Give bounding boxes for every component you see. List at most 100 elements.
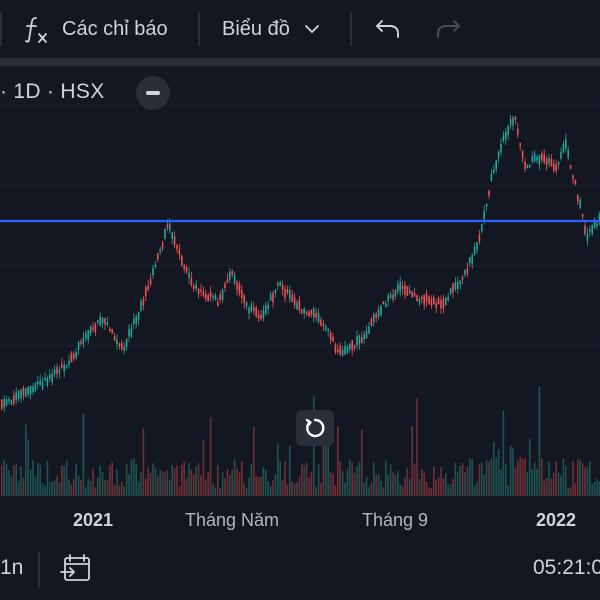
volume-bar [89,481,92,496]
candle [557,161,560,170]
volume-bar [339,461,341,496]
volume-bar [433,466,435,496]
volume-bar [29,469,32,496]
volume-bar [77,475,80,496]
volume-bar [217,465,219,496]
time-axis[interactable]: 2021 Tháng Năm Tháng 9 2022 [0,500,600,538]
volume-bar [152,463,154,496]
volume-bar [233,459,236,496]
volume-bar [25,424,27,496]
candle [569,164,572,170]
candle [207,292,209,302]
candle [229,268,231,284]
volume-bar [413,463,416,496]
volume-bar [445,473,447,496]
candle [87,329,89,345]
volume-bar [373,462,375,496]
candle [101,316,104,329]
candle [245,301,248,310]
range-1y-button[interactable]: 1n [0,556,24,579]
candle [58,365,61,379]
volume-bar [272,480,274,496]
candle [123,342,125,355]
volume-bar [399,484,401,496]
volume-bar [243,483,245,496]
volume-bar [265,469,267,496]
volume-bar [440,467,442,496]
calendar-goto-icon [60,554,90,581]
chart-pane[interactable] [0,66,600,500]
candle [298,295,301,314]
candle [149,273,152,287]
candle [202,286,205,298]
price-chart[interactable] [0,66,600,500]
candle [401,281,404,295]
candle [257,309,260,322]
candle [231,269,233,278]
volume-bar [82,413,85,496]
volume-bar [173,467,176,496]
volume-bar [161,471,164,496]
candle [226,273,229,284]
candle [140,298,142,313]
candle [452,282,454,298]
volume-bar [296,481,298,496]
legend-collapse-button[interactable] [136,76,170,110]
volume-bar [457,471,459,496]
reset-chart-button[interactable] [296,410,334,446]
volume-bar [130,459,133,496]
volume-bar [509,446,512,496]
volume-bar [368,486,370,496]
candle [423,294,425,310]
volume-bar [75,463,77,496]
candle [109,326,111,333]
volume-bar [356,465,358,496]
candle [281,280,284,296]
candle [509,115,512,130]
volume-bar [85,487,87,496]
volume-bar [353,472,356,496]
volume-bar [53,480,56,496]
candle [267,300,269,315]
volume-bar [485,459,488,496]
bottom-bar: 1n 05:21:0 [0,540,600,600]
minus-icon [146,91,160,95]
candle [579,196,581,209]
undo-button[interactable] [374,0,402,58]
goto-date-button[interactable] [60,554,92,589]
candle [430,295,433,309]
candle [80,338,82,347]
chart-type-button[interactable]: Biểu đồ [222,0,320,58]
redo-button[interactable] [434,0,462,58]
candle [212,293,214,302]
volume-bar [481,462,483,496]
candle [190,271,193,288]
candle [329,330,332,345]
volume-bar [524,458,526,496]
indicators-button[interactable]: Các chỉ báo [24,0,168,58]
candle [322,320,325,331]
candle [241,284,243,304]
volume-bar [473,485,476,496]
volume-bar [169,479,171,496]
volume-bar [205,479,207,496]
volume-bar [80,479,82,496]
volume-bar [308,477,310,496]
volume-bar [469,458,471,496]
candle [118,342,121,350]
volume-bar [483,474,485,496]
volume-bar [27,439,29,496]
candle [353,344,356,352]
volume-bar [279,461,281,496]
volume-bar [404,477,406,496]
candle [157,252,159,263]
candle [550,154,553,167]
volume-bar [20,466,22,496]
candle [466,262,469,277]
candle [128,324,130,343]
candle [459,279,461,290]
volume-bar [428,487,430,496]
volume-bar [229,475,231,496]
candle [437,296,440,305]
volume-bar [190,469,193,496]
